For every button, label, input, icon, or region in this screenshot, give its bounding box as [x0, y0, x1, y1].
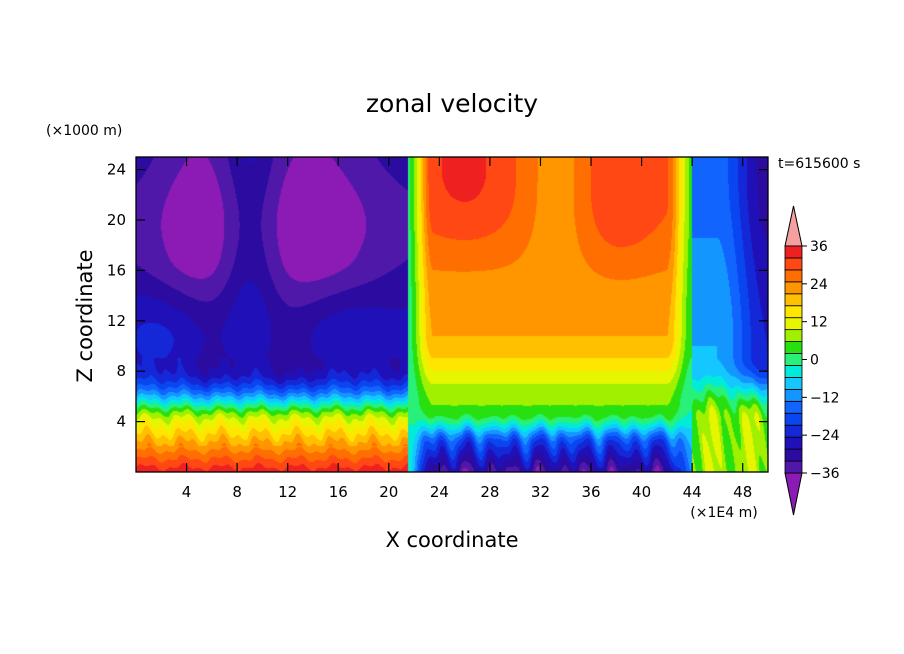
x-axis-ticks: 4 8 12 16 20 24 28 32 36 40 44 48 [182, 157, 752, 501]
colorbar-swatch [784, 281, 803, 295]
x-tick-label: 8 [232, 483, 242, 501]
colorbar-tick-label: −24 [810, 428, 840, 444]
y-axis-ticks: 4 8 12 16 20 24 [107, 161, 768, 431]
y-axis-label: Z coordinate [73, 249, 97, 382]
colorbar-tick-label: 24 [810, 277, 828, 293]
colorbar-swatch [784, 245, 803, 259]
x-tick-label: 48 [733, 483, 752, 501]
colorbar: 36 24 12 0 −12 −24 −36 [784, 205, 840, 516]
y-tick-label: 4 [116, 413, 126, 431]
colorbar-swatch [784, 317, 803, 331]
colorbar-swatch [784, 257, 803, 271]
colorbar-swatch [784, 448, 803, 462]
y-tick-label: 12 [107, 312, 126, 330]
y-tick-label: 16 [107, 261, 126, 279]
x-tick-label: 36 [581, 483, 600, 501]
colorbar-swatch [784, 341, 803, 354]
x-units-label: (×1E4 m) [690, 505, 757, 521]
colorbar-tick-label: 12 [810, 315, 828, 331]
y-tick-label: 8 [116, 362, 126, 380]
x-tick-label: 12 [278, 483, 297, 501]
x-tick-label: 32 [531, 483, 550, 501]
colorbar-swatch [784, 424, 803, 438]
colorbar-swatch [784, 377, 803, 390]
colorbar-tick-label: 36 [810, 239, 828, 255]
colorbar-upper-triangle [784, 205, 803, 247]
colorbar-swatch [784, 388, 803, 402]
y-units-label: (×1000 m) [46, 123, 122, 139]
colorbar-swatch [784, 353, 803, 366]
colorbar-swatch [784, 305, 803, 319]
colorbar-swatch [784, 412, 803, 426]
chart-title: zonal velocity [366, 89, 538, 118]
colorbar-swatch [784, 400, 803, 414]
time-label: t=615600 s [778, 156, 860, 172]
x-tick-label: 20 [379, 483, 398, 501]
plot-frame [135, 156, 769, 473]
x-axis-label: X coordinate [385, 528, 518, 552]
colorbar-swatch [784, 365, 803, 378]
y-tick-label: 24 [107, 161, 126, 179]
colorbar-swatch [784, 269, 803, 283]
x-tick-label: 24 [430, 483, 449, 501]
colorbar-swatch [784, 460, 803, 474]
colorbar-tick-label: 0 [810, 353, 819, 369]
colorbar-tick-label: −36 [810, 466, 840, 482]
x-tick-label: 44 [683, 483, 702, 501]
x-tick-label: 28 [480, 483, 499, 501]
x-tick-label: 40 [632, 483, 651, 501]
y-tick-label: 20 [107, 211, 126, 229]
colorbar-tick-label: −12 [810, 390, 840, 406]
heatmap-field [136, 157, 768, 472]
x-tick-label: 16 [329, 483, 348, 501]
colorbar-swatch [784, 293, 803, 307]
colorbar-lower-triangle [784, 472, 803, 516]
colorbar-swatch [784, 436, 803, 450]
colorbar-swatch [784, 329, 803, 342]
plot-area [135, 156, 769, 473]
x-tick-label: 4 [182, 483, 192, 501]
